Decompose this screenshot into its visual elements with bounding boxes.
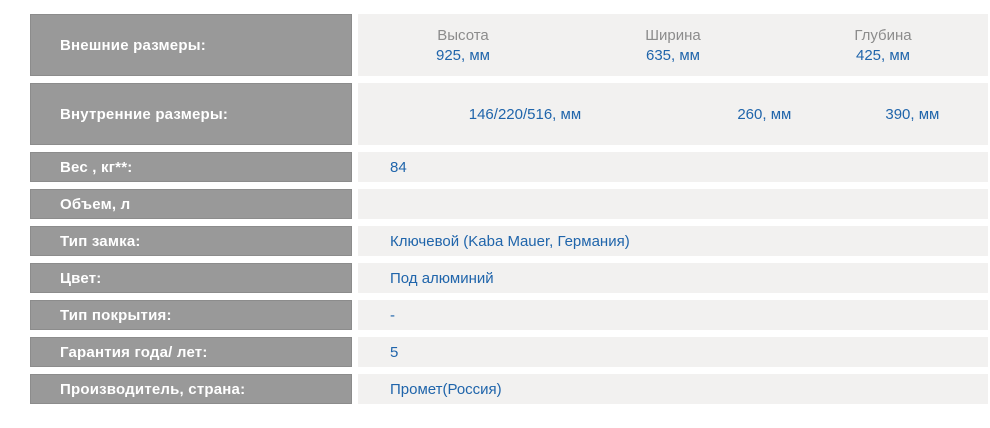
row-value: Ключевой (Kaba Mauer, Германия) bbox=[358, 226, 988, 256]
row-value: 5 bbox=[358, 337, 988, 367]
dimension-header: Глубина bbox=[854, 26, 912, 44]
dimension-column-width: Ширина 635, мм bbox=[568, 27, 778, 64]
row-value: 146/220/516, мм 260, мм 390, мм bbox=[358, 83, 988, 145]
row-label: Внутренние размеры: bbox=[30, 83, 352, 145]
inner-dimension-value: 390, мм bbox=[885, 105, 940, 123]
inner-dimension-value: 146/220/516, мм bbox=[468, 105, 582, 123]
table-row-volume: Объем, л bbox=[30, 189, 988, 219]
table-row-lock-type: Тип замка: Ключевой (Kaba Mauer, Германи… bbox=[30, 226, 988, 256]
dimension-header: Высота bbox=[437, 26, 489, 44]
table-row-weight: Вес , кг**: 84 bbox=[30, 152, 988, 182]
row-label: Объем, л bbox=[30, 189, 352, 219]
inner-dimension-value: 260, мм bbox=[737, 105, 792, 123]
row-value: Высота 925, мм Ширина 635, мм Глубина 42… bbox=[358, 14, 988, 76]
dimension-value: 635, мм bbox=[646, 46, 700, 64]
specifications-table: Внешние размеры: Высота 925, мм Ширина 6… bbox=[30, 14, 988, 404]
dimension-header: Ширина bbox=[645, 26, 701, 44]
row-value bbox=[358, 189, 988, 219]
dimension-value: 425, мм bbox=[856, 46, 910, 64]
table-row-outer-dimensions: Внешние размеры: Высота 925, мм Ширина 6… bbox=[30, 14, 988, 76]
row-label: Производитель, страна: bbox=[30, 374, 352, 404]
dimension-columns: Высота 925, мм Ширина 635, мм Глубина 42… bbox=[358, 27, 988, 64]
dimension-value: 925, мм bbox=[436, 46, 490, 64]
row-label: Гарантия года/ лет: bbox=[30, 337, 352, 367]
row-value: - bbox=[358, 300, 988, 330]
row-value: Промет(Россия) bbox=[358, 374, 988, 404]
row-label: Цвет: bbox=[30, 263, 352, 293]
table-row-inner-dimensions: Внутренние размеры: 146/220/516, мм 260,… bbox=[30, 83, 988, 145]
row-label: Вес , кг**: bbox=[30, 152, 352, 182]
dimension-column-depth: Глубина 425, мм bbox=[778, 27, 988, 64]
row-label: Тип покрытия: bbox=[30, 300, 352, 330]
table-row-manufacturer: Производитель, страна: Промет(Россия) bbox=[30, 374, 988, 404]
dimension-column-height: Высота 925, мм bbox=[358, 27, 568, 64]
row-label: Внешние размеры: bbox=[30, 14, 352, 76]
row-value: Под алюминий bbox=[358, 263, 988, 293]
row-value: 84 bbox=[358, 152, 988, 182]
row-label: Тип замка: bbox=[30, 226, 352, 256]
table-row-coating-type: Тип покрытия: - bbox=[30, 300, 988, 330]
table-row-color: Цвет: Под алюминий bbox=[30, 263, 988, 293]
inner-dimension-values: 146/220/516, мм 260, мм 390, мм bbox=[358, 106, 988, 123]
table-row-warranty: Гарантия года/ лет: 5 bbox=[30, 337, 988, 367]
